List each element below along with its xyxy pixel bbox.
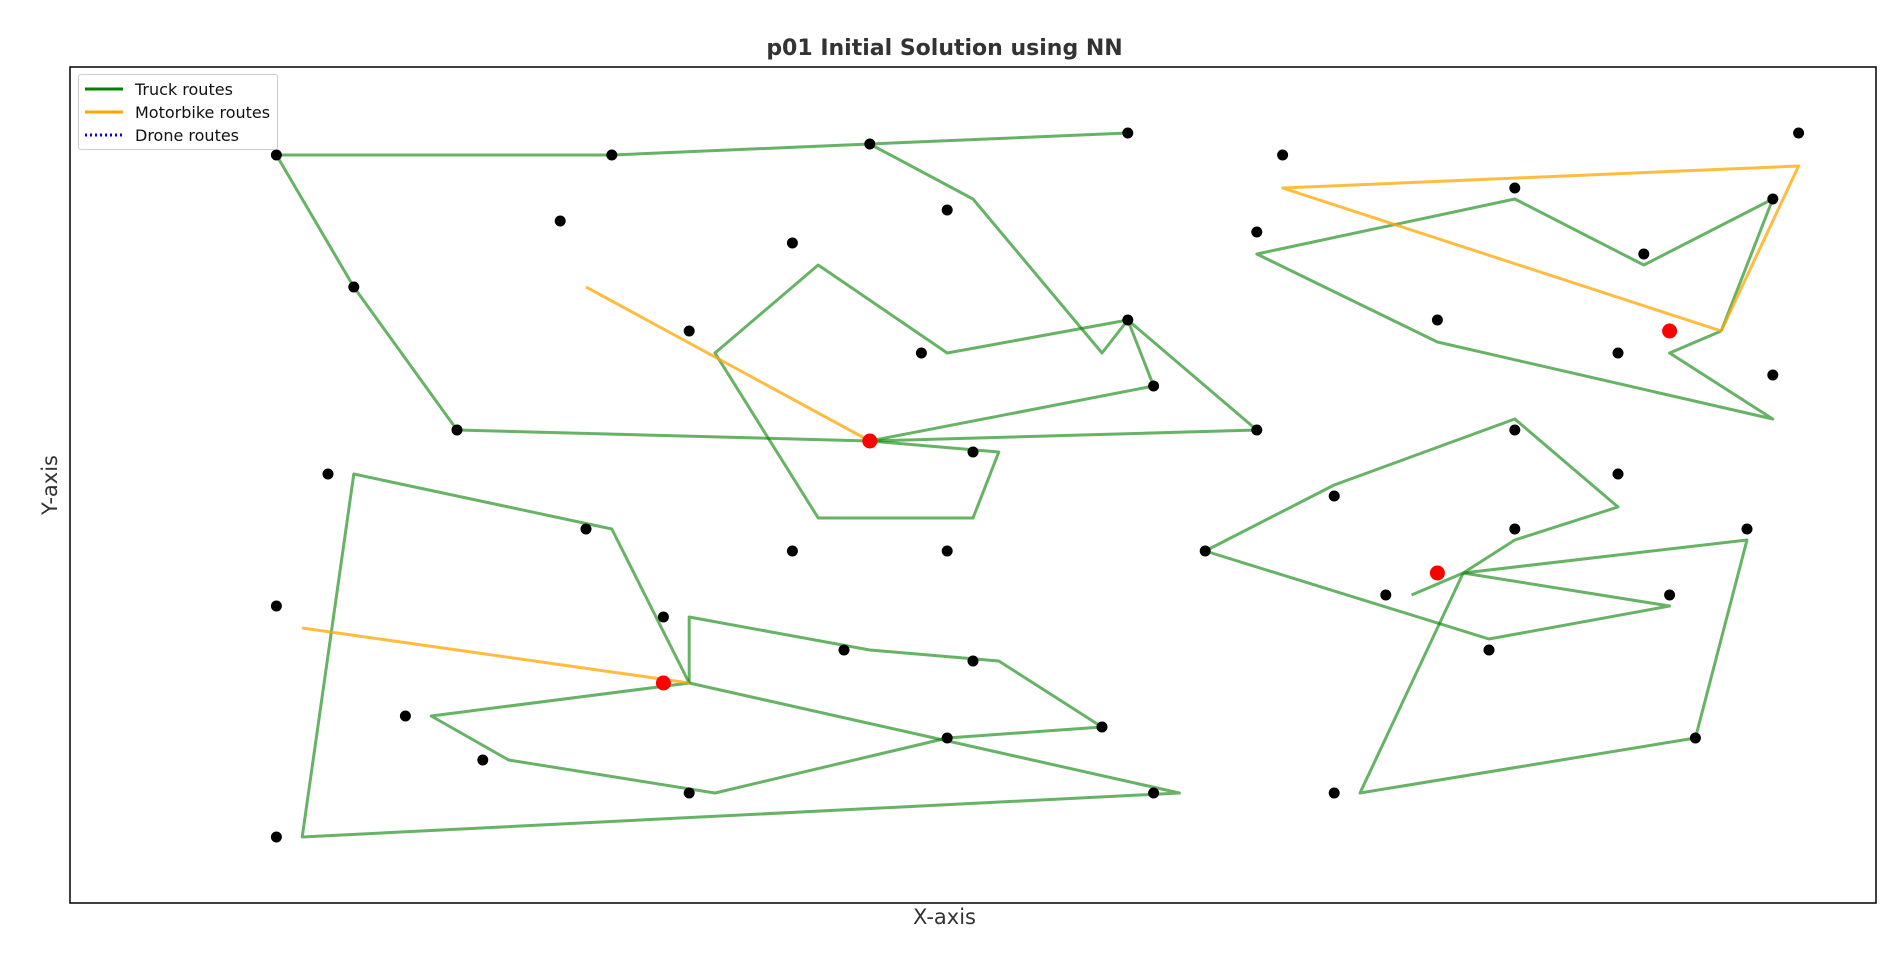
legend: Truck routes Motorbike routes Drone rout…	[78, 74, 278, 150]
customer-point-12	[451, 424, 463, 436]
customer-point-36	[1431, 314, 1443, 326]
customer-point-13	[1251, 424, 1263, 436]
legend-swatch-drone	[85, 133, 123, 137]
truck-route-10	[1358, 538, 1749, 795]
customer-point-19	[270, 600, 282, 612]
legend-label-drone: Drone routes	[135, 125, 240, 145]
legend-swatch-motorbike	[85, 110, 123, 114]
customer-point-18	[941, 545, 953, 557]
depot-point-0	[862, 433, 878, 449]
depot-point-3	[1429, 565, 1445, 581]
motorbike-route-2	[585, 285, 871, 443]
customer-point-2	[606, 149, 618, 161]
depots-layer	[655, 323, 1678, 691]
y-axis-label: Y-axis	[38, 455, 62, 515]
motorbike-route-7	[1281, 164, 1801, 333]
customer-point-22	[967, 655, 979, 667]
legend-entry-truck: Truck routes	[85, 79, 233, 99]
customer-point-25	[941, 732, 953, 744]
legend-label-truck: Truck routes	[135, 79, 233, 99]
customer-point-21	[838, 644, 850, 656]
customer-point-47	[1483, 644, 1495, 656]
customer-point-35	[1251, 226, 1263, 238]
customer-point-27	[683, 787, 695, 799]
customer-point-24	[1096, 721, 1108, 733]
truck-route-4	[300, 472, 1181, 839]
truck-route-1	[713, 263, 1156, 520]
customer-point-42	[1509, 523, 1521, 535]
customer-point-39	[1509, 424, 1521, 436]
routes-layer	[274, 131, 1801, 839]
customer-point-46	[1664, 589, 1676, 601]
legend-label-motorbike: Motorbike routes	[135, 102, 271, 122]
customer-point-45	[1380, 589, 1392, 601]
customer-point-14	[967, 446, 979, 458]
customer-point-1	[864, 138, 876, 150]
chart-title: p01 Initial Solution using NN	[766, 36, 1123, 61]
customer-point-32	[1509, 182, 1521, 194]
customer-point-17	[786, 545, 798, 557]
customer-point-48	[1689, 732, 1701, 744]
customer-point-4	[941, 204, 953, 216]
depot-point-1	[655, 675, 671, 691]
customer-point-11	[1148, 380, 1160, 392]
customer-point-0	[1122, 127, 1134, 139]
customer-point-41	[1328, 490, 1340, 502]
customer-point-28	[1148, 787, 1160, 799]
customer-point-26	[477, 754, 489, 766]
customer-point-6	[786, 237, 798, 249]
axes-frame	[69, 66, 1877, 904]
customer-point-49	[1328, 787, 1340, 799]
legend-swatch-truck	[85, 87, 123, 91]
customer-point-30	[1277, 149, 1289, 161]
customer-point-34	[1638, 248, 1650, 260]
customer-point-33	[1767, 193, 1779, 205]
customer-point-43	[1741, 523, 1753, 535]
customer-point-44	[1199, 545, 1211, 557]
motorbike-route-5	[301, 626, 690, 685]
customer-point-3	[270, 149, 282, 161]
depot-point-2	[1662, 323, 1678, 339]
customer-point-40	[1612, 468, 1624, 480]
customer-point-16	[580, 523, 592, 535]
customer-point-29	[270, 831, 282, 843]
truck-route-0	[274, 131, 1259, 443]
customer-point-8	[1122, 314, 1134, 326]
truck-route-6	[1255, 197, 1775, 421]
customer-point-5	[554, 215, 566, 227]
customer-point-7	[348, 281, 360, 293]
customers-layer	[270, 127, 1805, 843]
truck-route-3	[429, 615, 1104, 795]
customer-point-37	[1612, 347, 1624, 359]
truck-route-8	[1203, 417, 1672, 641]
customer-point-10	[683, 325, 695, 337]
legend-entry-drone: Drone routes	[85, 125, 239, 145]
customer-point-15	[322, 468, 334, 480]
customer-point-31	[1793, 127, 1805, 139]
customer-point-38	[1767, 369, 1779, 381]
customer-point-20	[657, 611, 669, 623]
truck-route-9	[1411, 571, 1464, 597]
customer-point-9	[915, 347, 927, 359]
customer-point-23	[399, 710, 411, 722]
legend-entry-motorbike: Motorbike routes	[85, 102, 270, 122]
x-axis-label: X-axis	[913, 905, 976, 929]
